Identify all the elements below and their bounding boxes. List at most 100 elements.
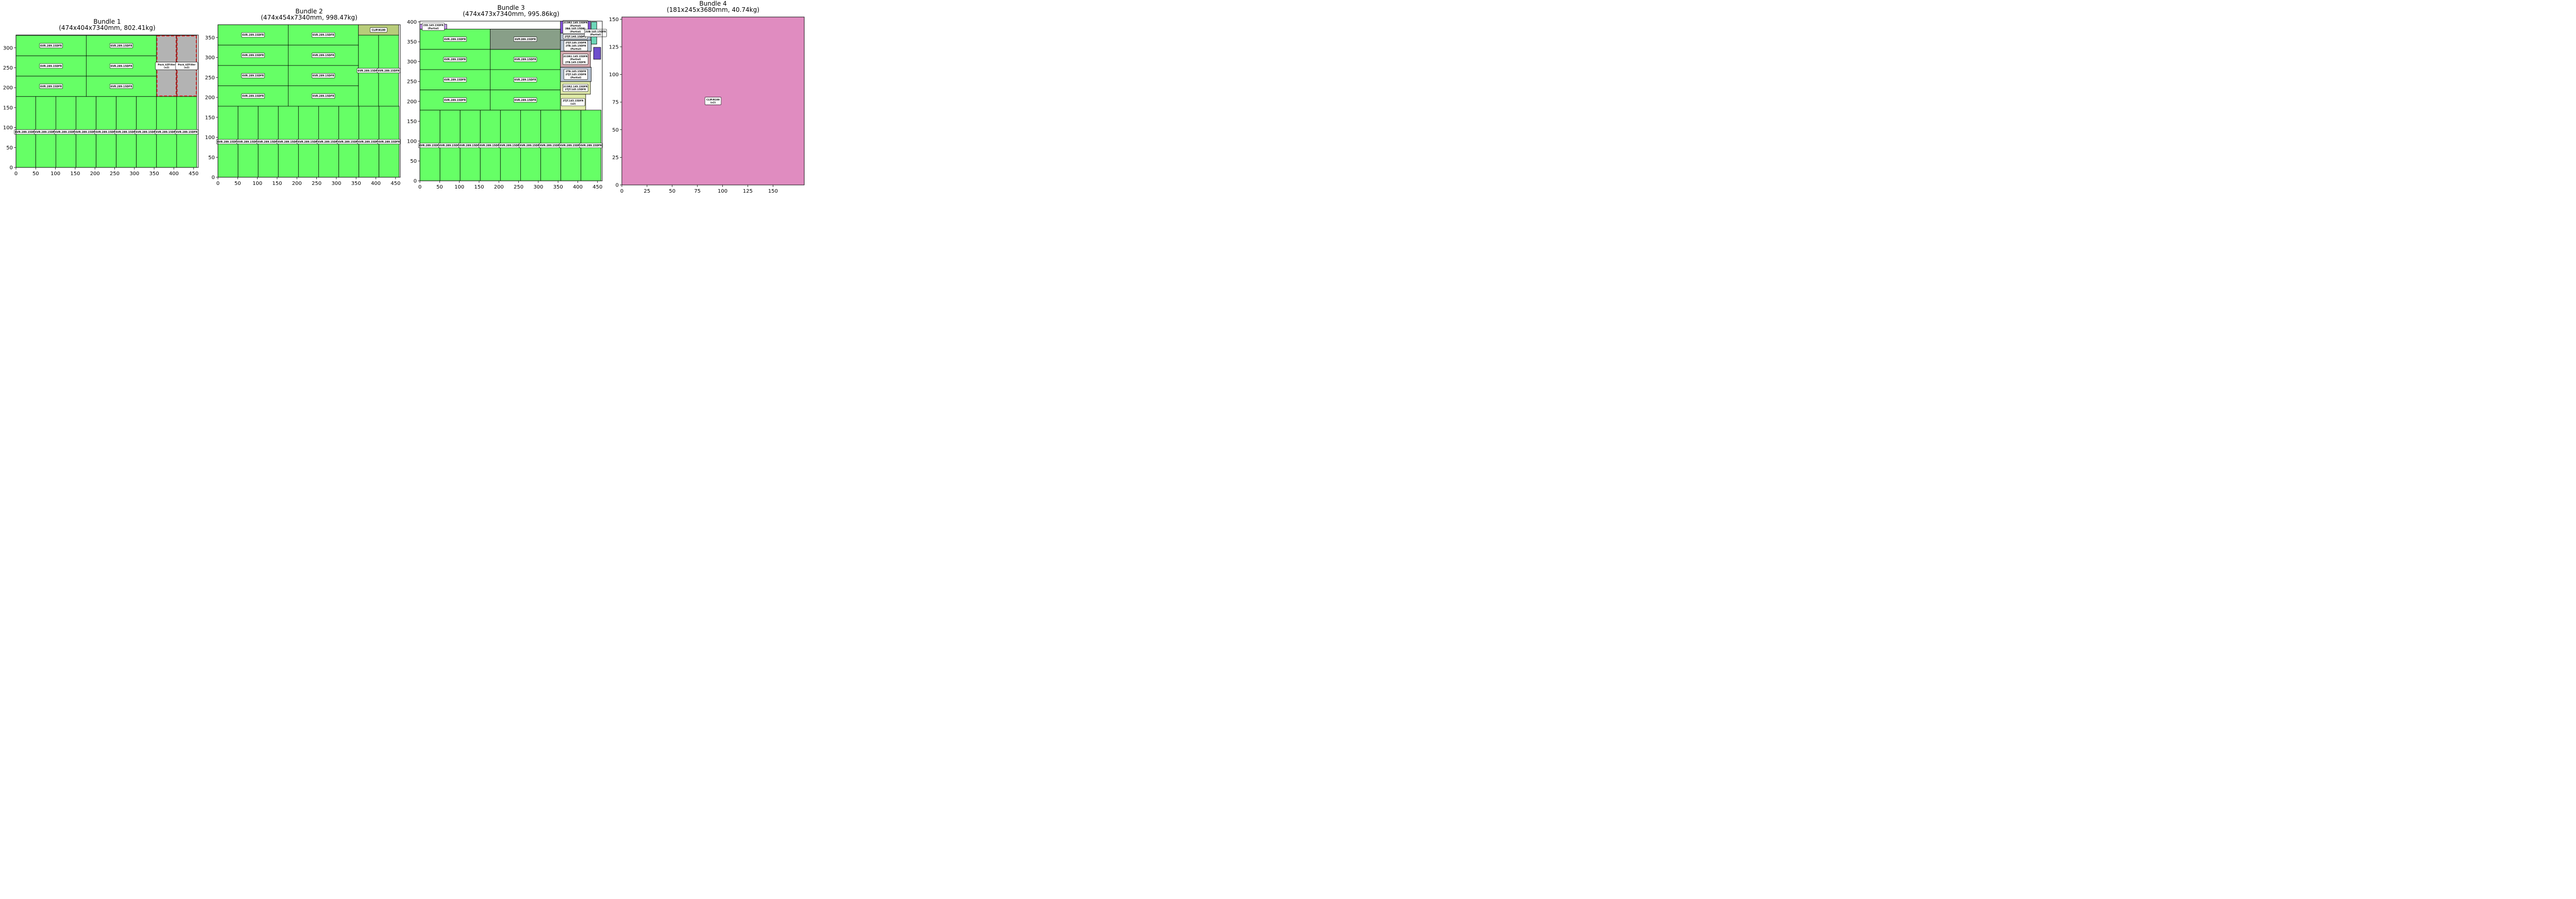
packed-item: 6VR.289.15DFR <box>499 110 522 181</box>
item-label: 6VR.289.15DFR <box>15 131 37 134</box>
packed-item: 2SS.145.15DFR(Partial) <box>419 23 447 31</box>
packed-item: 6VR.289.15DFR <box>419 49 490 70</box>
packed-item: Pack_6ZFiller(x2) <box>155 35 178 97</box>
item-label: 6VR.289.15DFR <box>156 131 177 134</box>
item-label-box <box>311 53 335 58</box>
item-label: 6VR.289.15DFR <box>111 65 132 68</box>
packed-item: CLIP.N100(x2) <box>622 17 804 185</box>
item-label-box <box>39 63 63 69</box>
x-tick-label: 250 <box>514 184 523 190</box>
packed-item: 6VR.289.15DFR <box>287 65 359 86</box>
x-tick-label: 100 <box>718 189 727 194</box>
item-label: 6VR.289.15DFR <box>358 141 380 144</box>
packed-item: 6VR.289.15DFR <box>236 106 260 178</box>
x-tick-label: 400 <box>371 181 381 186</box>
packed-item: 6VR.289.15DFR <box>15 55 87 77</box>
packed-item: 6VR.289.15DFR <box>54 96 78 168</box>
packed-item: 6VR.289.15DFR <box>15 76 87 97</box>
packed-item: 6VR.289.15DFR <box>438 110 462 181</box>
item-label: 6VR.289.15DFR <box>242 95 264 98</box>
item-label: 6VR.289.15DFR <box>40 85 62 88</box>
packed-item: 6VR.289.15DFR <box>539 110 563 181</box>
x-tick-label: 100 <box>50 171 60 177</box>
packed-item: 6VR.289.15DFR <box>86 76 157 97</box>
x-tick-label: 50 <box>234 181 241 186</box>
item-label-box <box>443 57 467 62</box>
item-label: 2BA.145.15DBL <box>565 27 586 30</box>
item-label: (Partial) <box>570 24 581 27</box>
packed-item: 6VR.289.15DFR <box>277 106 300 178</box>
item-label-box <box>564 40 588 52</box>
x-tick-label: 300 <box>129 171 139 177</box>
y-tick-label: 200 <box>3 86 13 91</box>
packed-item: 6VR.289.15DFR <box>489 69 561 90</box>
item-label: 6VR.289.15DFR <box>580 144 602 147</box>
item-label-box <box>443 37 467 42</box>
item-label-box <box>241 53 265 58</box>
panel-title: Bundle 4 <box>699 0 726 7</box>
item-label: 6VR.289.15DFR <box>115 131 137 134</box>
packed-item: 6VP.289.15DFR <box>489 29 561 50</box>
item-label-box <box>443 97 467 103</box>
bundle-packing-figure: Bundle 1 (474x404x7340mm, 802.41kg) 6VR.28… <box>0 0 808 197</box>
panel-title: Bundle 2 <box>295 8 323 15</box>
packed-item: 2UB.145.15DFR(Partial) <box>584 29 607 37</box>
packed-item: 6VR.289.15DFR <box>377 106 401 178</box>
y-tick-label: 350 <box>407 40 417 45</box>
y-tick-label: 300 <box>407 59 417 65</box>
y-tick-label: 150 <box>609 17 619 23</box>
x-tick-label: 200 <box>90 171 100 177</box>
packed-item: 6VR.289.15DFR <box>419 69 490 90</box>
packed-item: 6VR.289.15DFR <box>287 24 359 45</box>
packed-item: 6VR.289.15DFR <box>216 106 240 178</box>
item-label-box <box>241 73 265 78</box>
x-tick-label: 150 <box>768 189 778 194</box>
y-tick-label: 0 <box>414 179 417 184</box>
y-tick-label: 0 <box>10 165 13 171</box>
x-tick-label: 250 <box>110 171 120 177</box>
packed-item: 6VR.289.15DFR <box>15 35 87 56</box>
item-label: 6VR.289.15DFR <box>40 44 62 47</box>
x-tick-label: 0 <box>216 181 219 186</box>
item-label-box <box>109 83 133 89</box>
packed-item: 6VR.289.15DFR <box>479 110 502 181</box>
x-tick-label: 350 <box>553 184 563 190</box>
item-label-box <box>39 83 63 89</box>
packed-item: 2COR1.145.15DFR(Partial)2TB.145.15DFR <box>560 51 591 67</box>
item-label: 6VR.289.15DFR <box>242 54 264 57</box>
item-label-box <box>513 57 537 62</box>
item-label-box <box>377 139 401 144</box>
item-label: 6VR.289.15DFR <box>439 144 461 147</box>
y-tick-label: 125 <box>609 44 619 50</box>
packed-item: CLIP.N100 <box>358 24 399 36</box>
item-label: (Partial) <box>428 27 438 30</box>
item-label-box <box>311 93 335 99</box>
item-label: 6VR.289.15DFR <box>338 141 360 144</box>
item-label: 6VR.289.15DFR <box>111 44 132 47</box>
item-label: 6VR.289.15DFR <box>278 141 299 144</box>
x-tick-label: 50 <box>436 184 443 190</box>
item-label: (Partial) <box>590 33 601 37</box>
item-label: 6VR.289.15DFR <box>242 34 264 37</box>
item-label: 6VR.289.15DFR <box>520 144 541 147</box>
item-label-box <box>513 97 537 103</box>
packed-item: 6VR.289.15DFR <box>418 110 442 181</box>
item-label: CLIP.N100 <box>371 29 386 32</box>
y-tick-label: 50 <box>612 127 619 133</box>
item-label-box <box>563 20 588 34</box>
item-label: 2TJT.145.15DFR <box>563 99 584 103</box>
y-tick-label: 100 <box>205 135 215 141</box>
item-label-box <box>564 69 588 80</box>
item-label: 6VR.289.15DFR <box>515 99 536 102</box>
item-label: 6VR.289.15DFR <box>298 141 319 144</box>
item-label: 6VR.289.15DFR <box>358 70 379 73</box>
item-label: 6VR.289.15DFR <box>313 34 334 37</box>
axes-frame <box>15 35 199 168</box>
x-tick-label: 350 <box>149 171 159 177</box>
item-label: 6VR.289.15DFR <box>313 75 334 78</box>
item-label: 6VR.289.15DFR <box>460 144 481 147</box>
item-label: 6VR.289.15DFR <box>444 99 466 102</box>
item-label: 6VR.289.15DFR <box>378 70 399 73</box>
item-label-box <box>109 63 133 69</box>
